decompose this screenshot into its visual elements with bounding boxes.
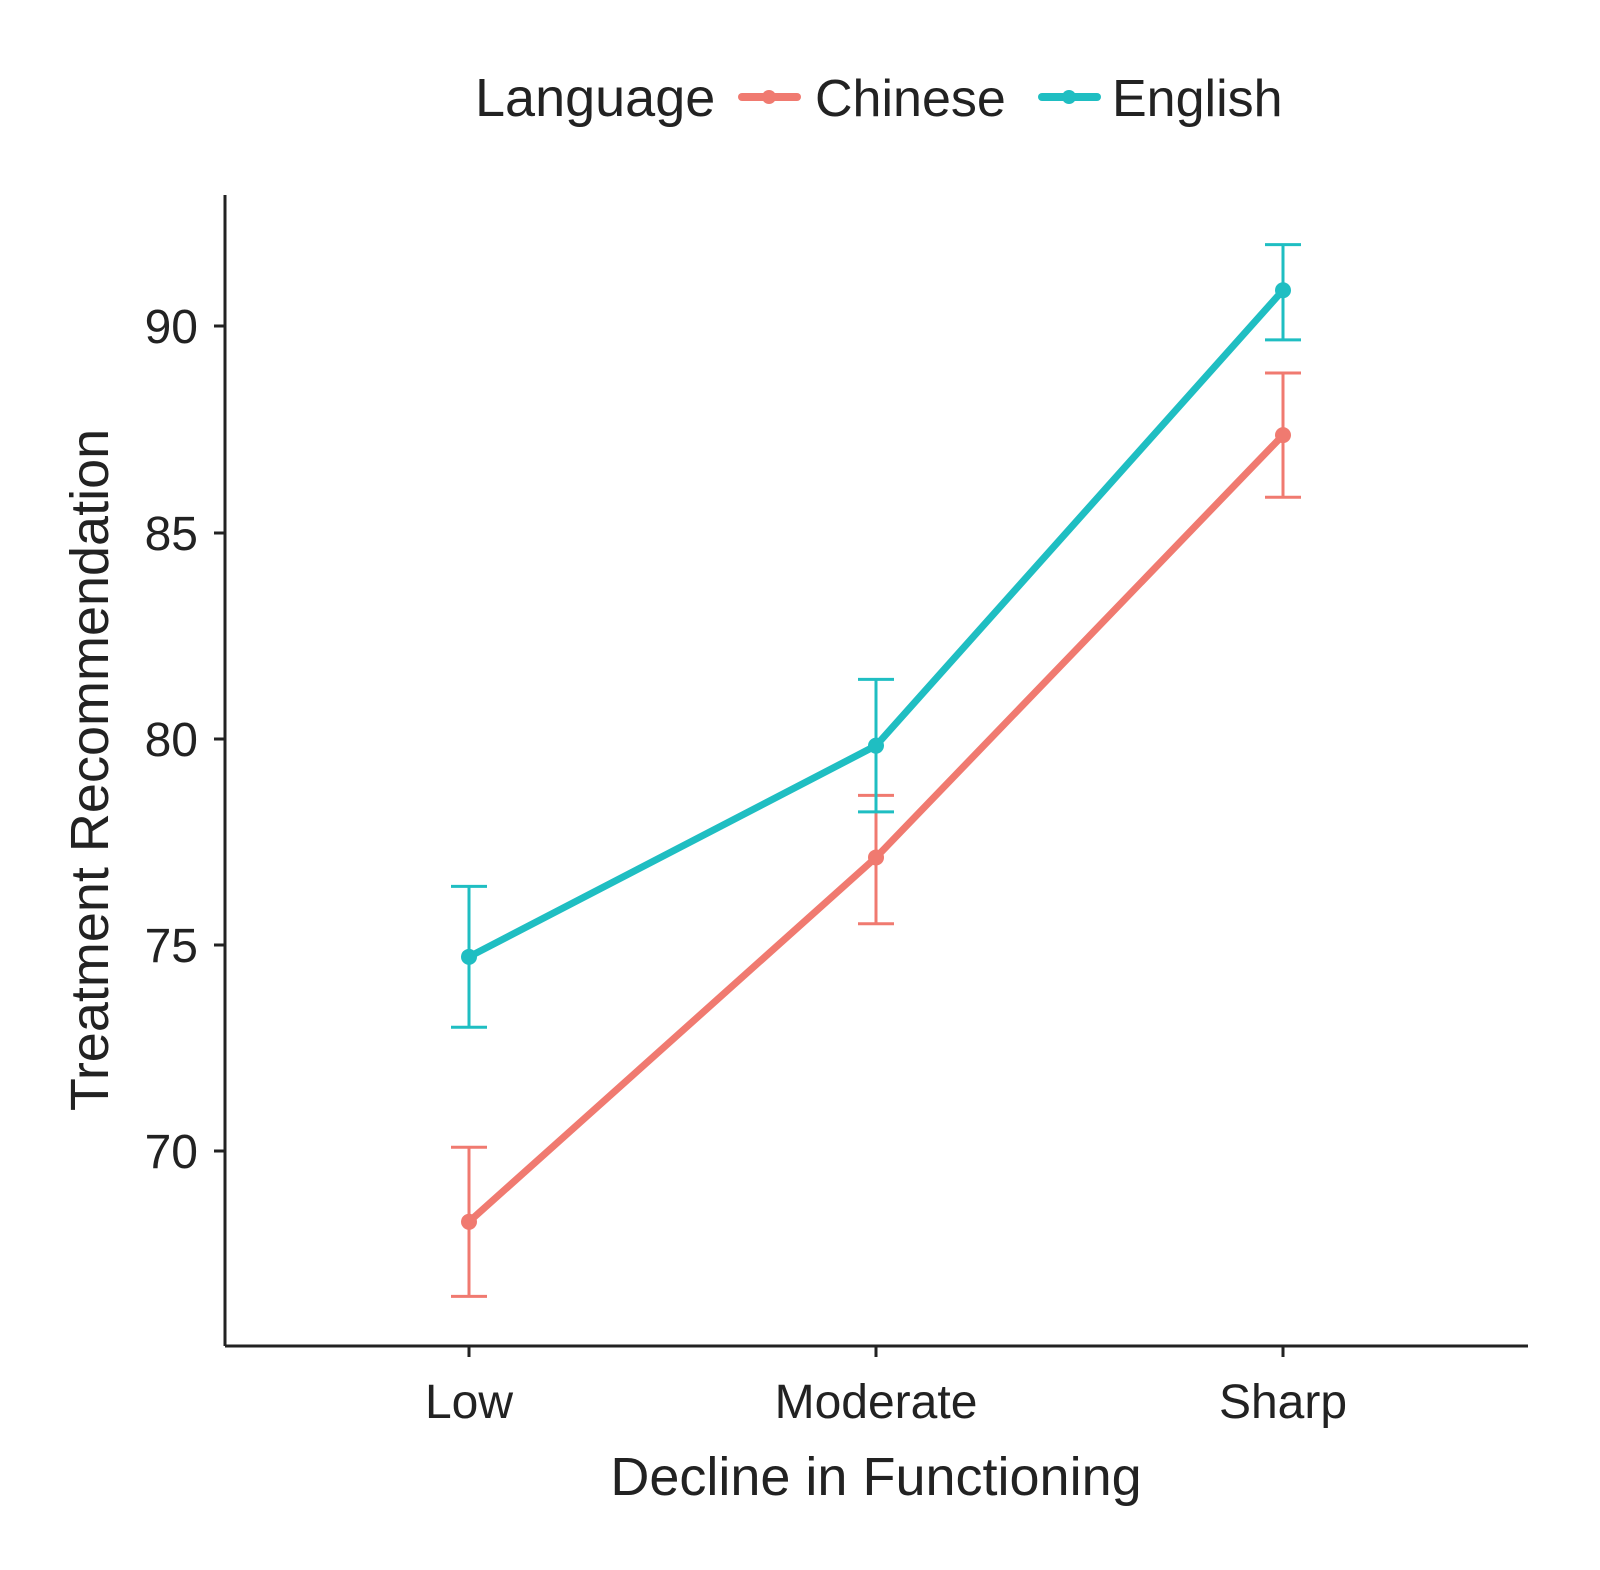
y-ticks: 70 75 80 85 90 — [145, 301, 225, 1179]
y-tick-label-90: 90 — [145, 301, 198, 354]
x-tick-label-low: Low — [425, 1376, 513, 1429]
legend-marker-chinese — [762, 90, 776, 104]
data-point-english-sharp — [1275, 282, 1291, 299]
plot-area — [451, 243, 1301, 1298]
x-axis-title: Decline in Functioning — [610, 1447, 1141, 1507]
legend-marker-english — [1062, 90, 1076, 104]
y-tick-label-80: 80 — [145, 714, 198, 767]
data-point-chinese-moderate — [868, 849, 884, 866]
data-point-chinese-sharp — [1275, 427, 1291, 444]
x-tick-label-moderate: Moderate — [775, 1376, 978, 1429]
y-tick-label-85: 85 — [145, 508, 198, 561]
x-tick-label-sharp: Sharp — [1219, 1376, 1347, 1429]
series-chinese — [451, 371, 1301, 1298]
data-point-english-low — [461, 948, 477, 965]
legend: Language Chinese English — [475, 68, 1283, 128]
y-axis-title: Treatment Recommendation — [60, 429, 120, 1111]
data-point-chinese-low — [461, 1213, 477, 1230]
y-tick-label-70: 70 — [145, 1126, 198, 1179]
legend-item-english: English — [1038, 70, 1283, 128]
series-english — [451, 243, 1301, 1029]
y-tick-label-75: 75 — [145, 920, 198, 973]
legend-label-chinese: Chinese — [815, 70, 1006, 128]
legend-title: Language — [475, 68, 715, 128]
legend-label-english: English — [1112, 70, 1283, 128]
data-point-english-moderate — [868, 737, 884, 754]
legend-item-chinese: Chinese — [738, 70, 1006, 128]
x-ticks: Low Moderate Sharp — [425, 1346, 1347, 1429]
